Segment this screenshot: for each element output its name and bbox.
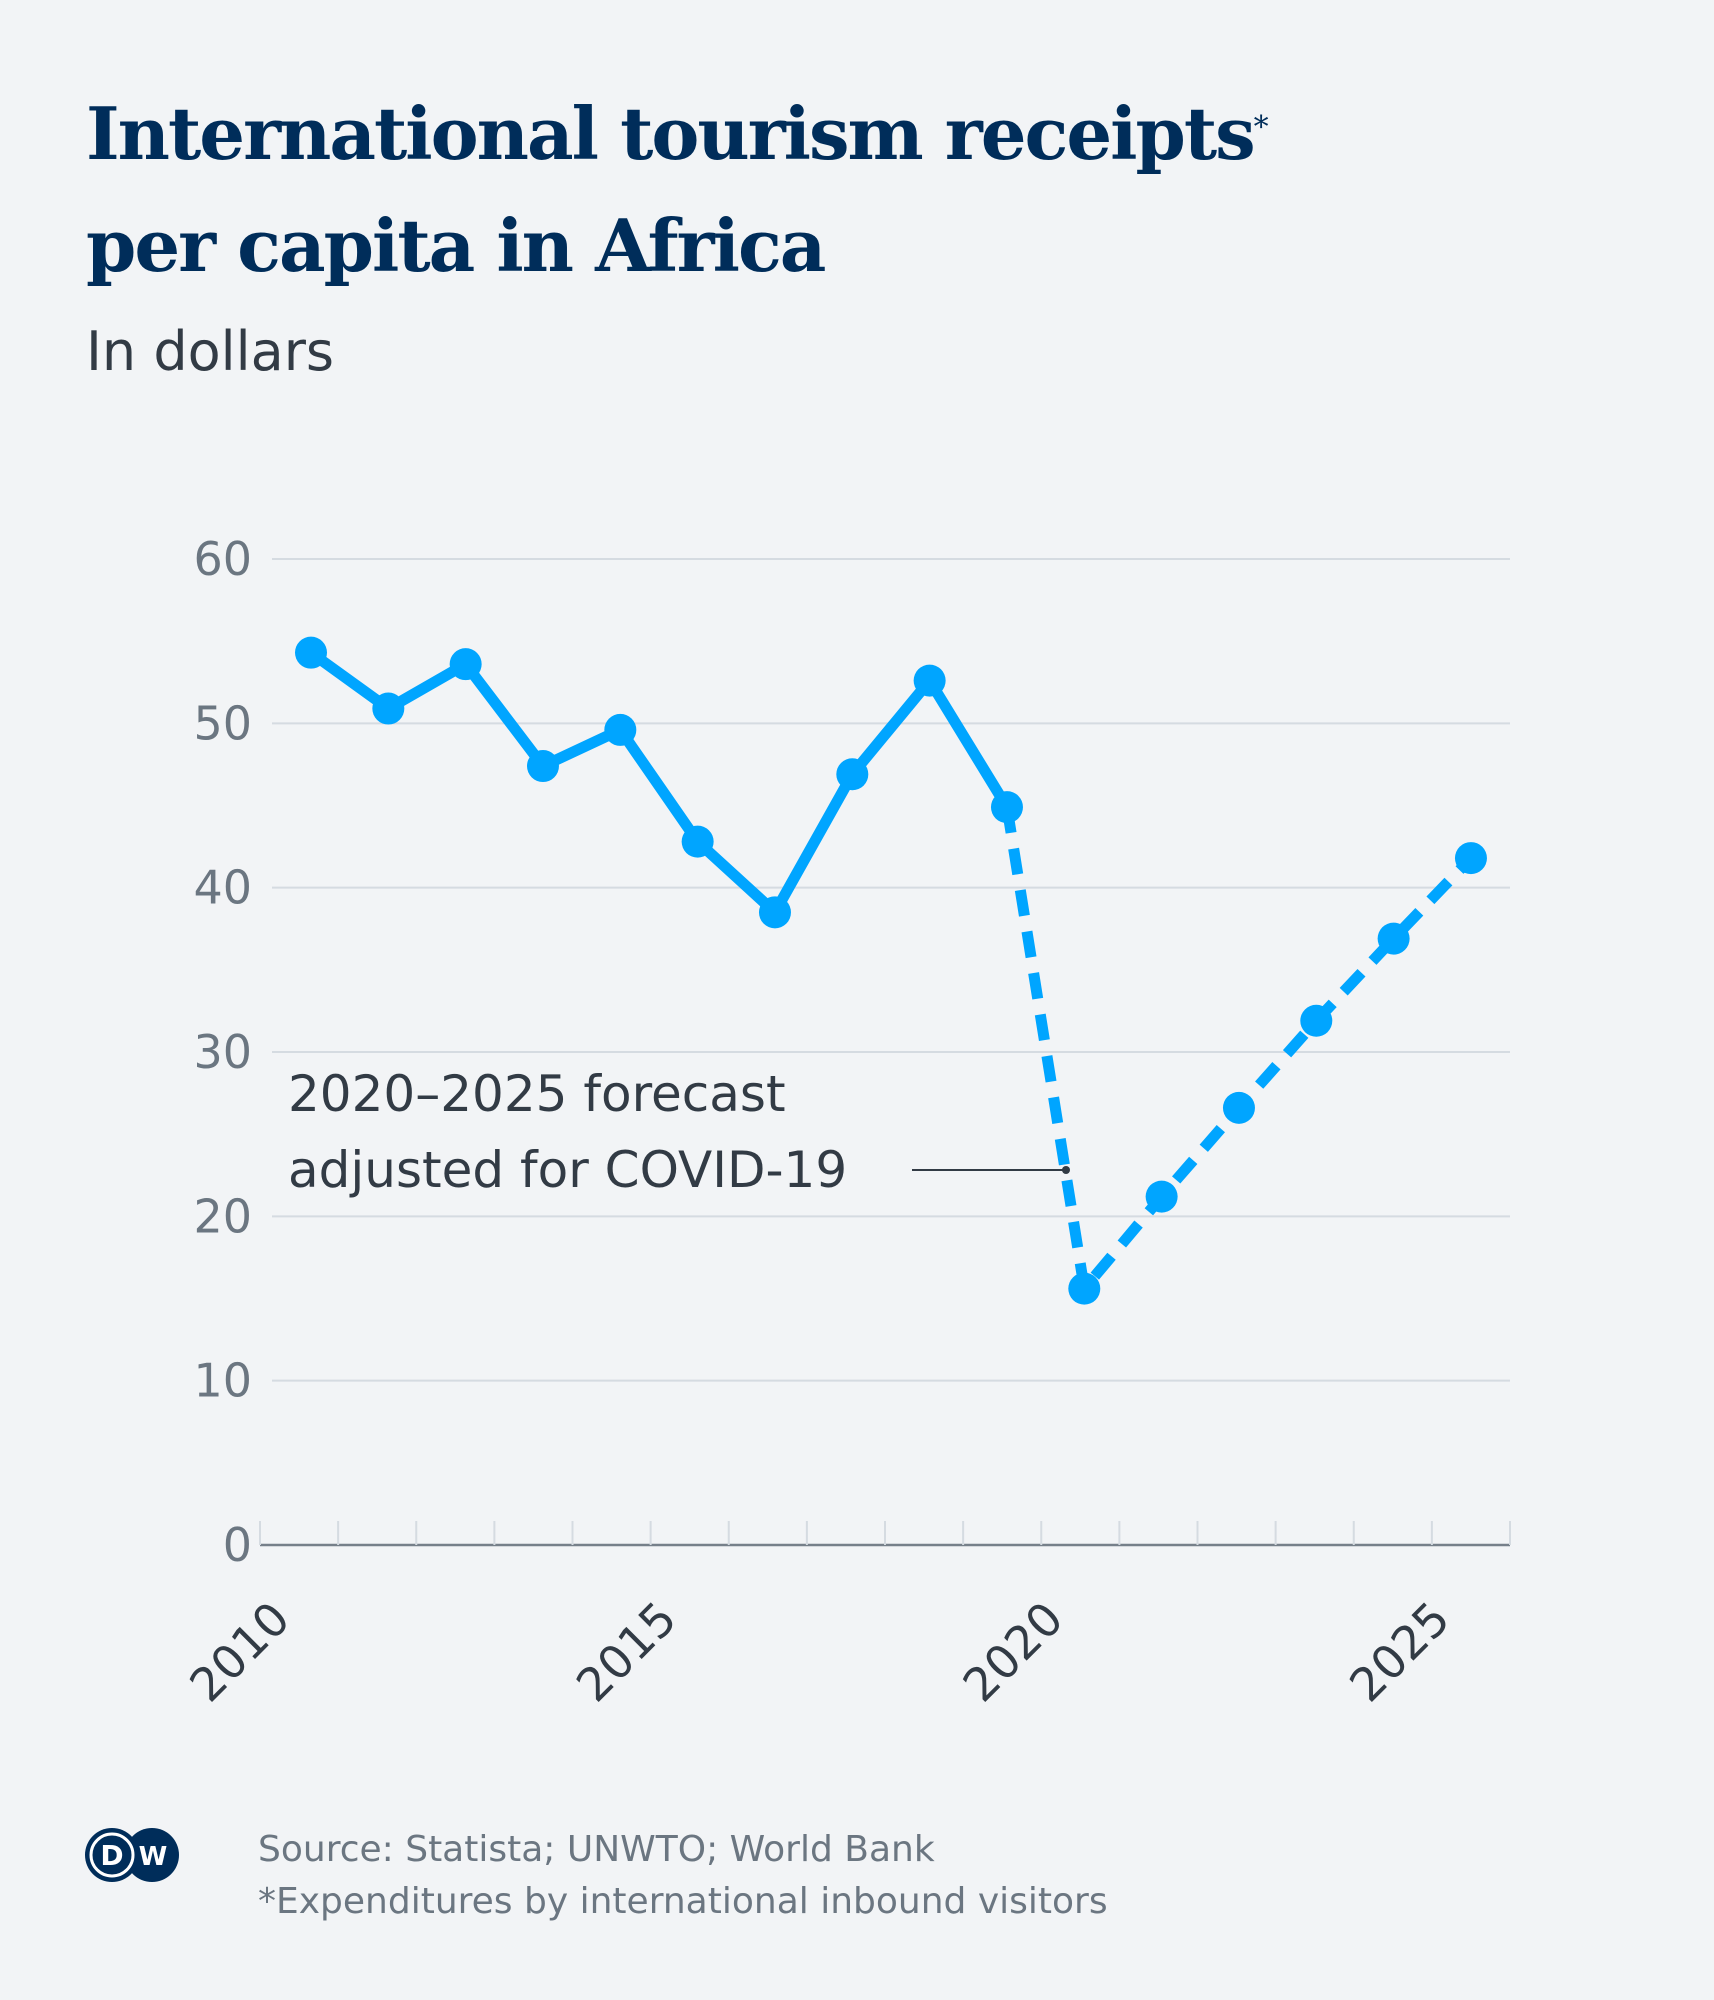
forecast-annotation: 2020–2025 forecast adjusted for COVID-19 — [288, 1065, 1070, 1199]
dw-logo-w: W — [139, 1842, 168, 1872]
title-footnote-marker: * — [1253, 110, 1269, 145]
chart-title: International tourism receipts* per capi… — [86, 78, 1586, 302]
series-line-actual — [305, 647, 1013, 918]
data-point-2020 — [1068, 1272, 1101, 1305]
data-point-2011 — [372, 692, 405, 725]
y-tick-label-40: 40 — [193, 861, 252, 915]
data-point-2015 — [681, 825, 714, 858]
y-tick-label-20: 20 — [193, 1189, 252, 1243]
dw-logo-w-circle — [125, 1828, 179, 1882]
chart-footer: Source: Statista; UNWTO; World Bank *Exp… — [258, 1824, 1108, 1928]
data-point-2013 — [526, 750, 559, 783]
chart-title-line1: International tourism receipts — [86, 91, 1256, 176]
x-tick-label-2020: 2020 — [953, 1591, 1074, 1712]
y-tick-label-0: 0 — [223, 1518, 252, 1572]
y-tick-label-50: 50 — [193, 696, 252, 750]
y-tick-label-60: 60 — [193, 532, 252, 586]
dw-logo: D W — [85, 1828, 179, 1882]
source-note: Source: Statista; UNWTO; World Bank — [258, 1829, 935, 1870]
data-point-2018 — [913, 664, 946, 697]
dw-logo-d-circle — [85, 1828, 139, 1882]
annotation-leader-dot — [1062, 1166, 1070, 1174]
data-point-2016 — [758, 896, 791, 929]
x-tick-label-2015: 2015 — [566, 1591, 687, 1712]
dw-logo-d: D — [100, 1839, 123, 1872]
data-point-2012 — [449, 648, 482, 681]
data-point-2021 — [1145, 1180, 1178, 1213]
chart-title-line2: per capita in Africa — [86, 203, 826, 288]
y-tick-label-30: 30 — [193, 1025, 252, 1079]
data-point-2017 — [836, 758, 869, 791]
data-point-2023 — [1300, 1004, 1333, 1037]
x-axis: 2010 2015 2020 2025 — [179, 1521, 1511, 1712]
x-tick-label-2025: 2025 — [1339, 1591, 1460, 1712]
data-point-2022 — [1222, 1091, 1255, 1124]
chart-subtitle: In dollars — [86, 320, 335, 383]
data-point-2025 — [1454, 842, 1487, 875]
annotation-line-1: 2020–2025 forecast — [288, 1065, 786, 1123]
x-tick-label-2010: 2010 — [179, 1591, 300, 1712]
gridlines — [272, 558, 1510, 1382]
data-point-2024 — [1377, 922, 1410, 955]
data-point-2010 — [295, 636, 327, 669]
y-tick-label-10: 10 — [193, 1354, 252, 1408]
dw-logo-d-ring — [89, 1832, 135, 1878]
data-point-2019 — [990, 791, 1023, 824]
data-point-2014 — [604, 713, 637, 746]
series-layer — [295, 636, 1487, 1305]
footnote: *Expenditures by international inbound v… — [258, 1881, 1108, 1922]
annotation-line-2: adjusted for COVID-19 — [288, 1141, 847, 1199]
y-axis-ticks: 0 10 20 30 40 50 60 — [193, 532, 252, 1572]
